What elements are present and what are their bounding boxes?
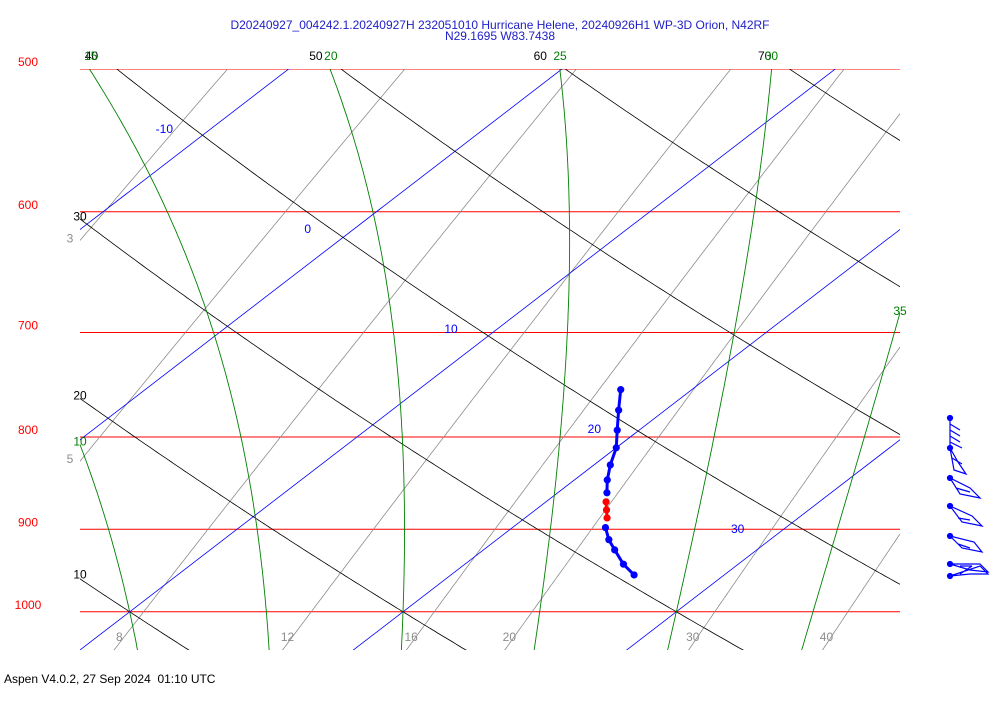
- sounding-point: [603, 476, 611, 484]
- moist-adiabat: [80, 443, 138, 650]
- dry-adiabat-label: 30: [73, 210, 87, 224]
- sounding-point: [603, 514, 611, 522]
- footer: Aspen V4.0.2, 27 Sep 2024 01:10 UTC: [4, 672, 216, 686]
- wind-barb: [946, 414, 963, 449]
- moist-adiabat: [801, 311, 900, 650]
- moist-adiabat-label: 15: [84, 49, 98, 63]
- mixing-ratio-label: 20: [503, 630, 517, 644]
- isotherm: [626, 439, 900, 650]
- dry-adiabat-label: 20: [73, 389, 87, 403]
- isotherm-label: -10: [156, 122, 174, 136]
- mixing-ratio-label: 40: [820, 630, 834, 644]
- grid-area: [80, 69, 900, 650]
- moist-adiabat-label: 20: [324, 49, 338, 63]
- mixing-ratio-line: [80, 69, 229, 242]
- mixing-ratio-line: [80, 69, 406, 462]
- wind-barb: [946, 474, 982, 499]
- pressure-label: 700: [18, 319, 38, 333]
- dry-adiabat: [564, 69, 900, 288]
- mixing-ratio-label: 3: [67, 231, 74, 245]
- mixing-ratio-label: 5: [67, 452, 74, 466]
- dry-adiabat-label: 70: [758, 49, 772, 63]
- moist-adiabat: [88, 69, 270, 650]
- sounding: [601, 386, 638, 579]
- dry-adiabat-label: 60: [534, 49, 548, 63]
- mixing-ratio-line: [822, 533, 900, 650]
- sounding-point: [617, 386, 625, 394]
- sounding-point: [619, 560, 628, 568]
- chart-subtitle: N29.1695 W83.7438: [445, 29, 555, 43]
- dry-adiabat: [80, 578, 190, 650]
- pressure-label: 1000: [15, 598, 42, 612]
- sounding-point: [605, 536, 613, 544]
- mixing-ratio-line: [405, 69, 845, 650]
- dry-adiabat-label: 10: [73, 568, 87, 582]
- moist-adiabat-label: 35: [893, 304, 907, 318]
- moist-adiabat: [533, 69, 571, 650]
- sounding-line: [604, 527, 636, 576]
- isotherm: [80, 69, 563, 441]
- wind-barbs: [946, 414, 990, 580]
- mixing-ratio-line: [504, 113, 900, 650]
- mixing-ratio-line: [113, 69, 577, 650]
- wind-barb: [946, 565, 990, 580]
- dry-adiabat: [340, 69, 900, 436]
- isotherm: [352, 228, 900, 650]
- mixing-ratio-label: 30: [686, 630, 700, 644]
- isotherm-label: 0: [304, 222, 311, 236]
- isotherm-label: 30: [731, 522, 745, 536]
- pressure-label: 800: [18, 423, 38, 437]
- dry-adiabat-label: 50: [309, 49, 323, 63]
- sounding-point: [630, 571, 638, 579]
- isotherm-label: 10: [444, 322, 458, 336]
- mixing-ratio-label: 12: [281, 630, 295, 644]
- pressure-label: 500: [18, 55, 38, 69]
- dry-adiabat: [80, 397, 467, 650]
- moist-adiabat-label: 30: [765, 49, 779, 63]
- dry-adiabat-label: 40: [85, 49, 99, 63]
- moist-adiabat-label: 10: [73, 434, 87, 448]
- dry-adiabat: [80, 218, 744, 650]
- pressure-label: 900: [18, 515, 38, 529]
- sounding-point: [606, 461, 614, 469]
- isotherm-label: 20: [588, 422, 602, 436]
- wind-barb: [946, 444, 968, 476]
- sounding-point: [613, 426, 621, 434]
- sounding-point: [612, 444, 620, 452]
- moist-adiabat: [329, 69, 405, 650]
- wind-barb: [946, 560, 990, 573]
- sounding-point: [602, 498, 610, 506]
- mixing-ratio-label: 16: [404, 630, 418, 644]
- dry-adiabat: [116, 69, 900, 585]
- sounding-point: [615, 406, 623, 414]
- pressure-label: 600: [18, 198, 38, 212]
- chart-title: D20240927_004242.1.20240927H 232051010 H…: [230, 18, 769, 32]
- mixing-ratio-line: [688, 346, 900, 650]
- isotherm: [80, 69, 290, 230]
- wind-barb: [946, 502, 984, 527]
- mixing-ratio-label: 8: [116, 630, 123, 644]
- sounding-point: [602, 506, 611, 514]
- sounding-point: [601, 523, 610, 532]
- moist-adiabat: [667, 69, 773, 650]
- moist-adiabat-label: 25: [553, 49, 567, 63]
- sounding-point: [603, 489, 611, 497]
- mixing-ratio-line: [282, 69, 732, 650]
- sounding-point: [611, 546, 619, 554]
- isotherm: [80, 69, 836, 650]
- wind-barb: [946, 532, 984, 553]
